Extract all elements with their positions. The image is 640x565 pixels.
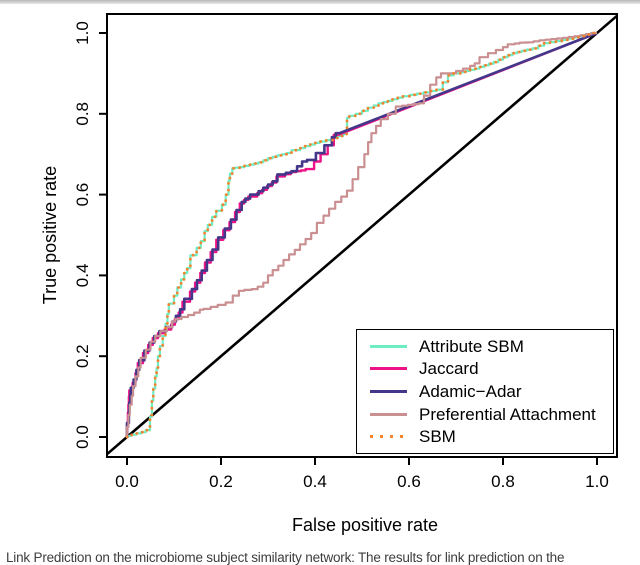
x-tick-label: 0.8 — [491, 472, 515, 491]
y-tick-label: 0.4 — [73, 264, 92, 288]
roc-curve-preferential-attachment — [125, 31, 597, 437]
legend-label: Preferential Attachment — [419, 404, 596, 424]
page-divider-bar — [0, 0, 640, 4]
legend-item-preferential-attachment: Preferential Attachment — [370, 406, 613, 423]
figure-caption: Link Prediction on the microbiome subjec… — [6, 550, 565, 565]
plot-frame — [106, 13, 618, 458]
x-tick-label: 0.2 — [209, 472, 233, 491]
chance-line — [106, 14, 618, 456]
legend-label: Jaccard — [419, 359, 479, 379]
legend-line-swatch — [370, 435, 407, 439]
legend: Attribute SBM Jaccard Adamic−Adar Prefer… — [356, 329, 614, 454]
legend-line-swatch — [370, 412, 407, 416]
roc-chart: 0.0 0.2 0.4 0.6 0.8 1.0 0.0 0.2 0.4 0.6 0.8 1.0 Fal… — [40, 13, 618, 535]
y-tick-label: 0.8 — [73, 102, 92, 126]
x-axis-title: False positive rate — [292, 515, 438, 535]
x-tick-label: 0.4 — [303, 472, 327, 491]
legend-label: Attribute SBM — [419, 336, 524, 356]
legend-item-sbm: SBM — [370, 428, 613, 445]
legend-item-attribute-sbm: Attribute SBM — [370, 338, 613, 355]
y-tick-label: 0.6 — [73, 183, 92, 207]
legend-label: Adamic−Adar — [419, 381, 522, 401]
roc-curve-sbm — [125, 31, 599, 439]
y-tick-label: 1.0 — [73, 21, 92, 45]
legend-item-jaccard: Jaccard — [370, 360, 613, 377]
x-tick-label: 0.6 — [397, 472, 421, 491]
legend-item-adamic-adar: Adamic−Adar — [370, 383, 613, 400]
legend-label: SBM — [419, 427, 456, 447]
legend-line-swatch — [370, 344, 407, 348]
x-tick-label: 1.0 — [585, 472, 609, 491]
x-tick-label: 0.0 — [115, 472, 139, 491]
y-axis-title: True positive rate — [40, 166, 60, 304]
y-tick-label: 0.2 — [73, 344, 92, 368]
roc-curve-adamic-adar — [125, 31, 598, 437]
legend-line-swatch — [370, 389, 407, 393]
y-tick-label: 0.0 — [73, 425, 92, 449]
legend-line-swatch — [370, 367, 407, 371]
